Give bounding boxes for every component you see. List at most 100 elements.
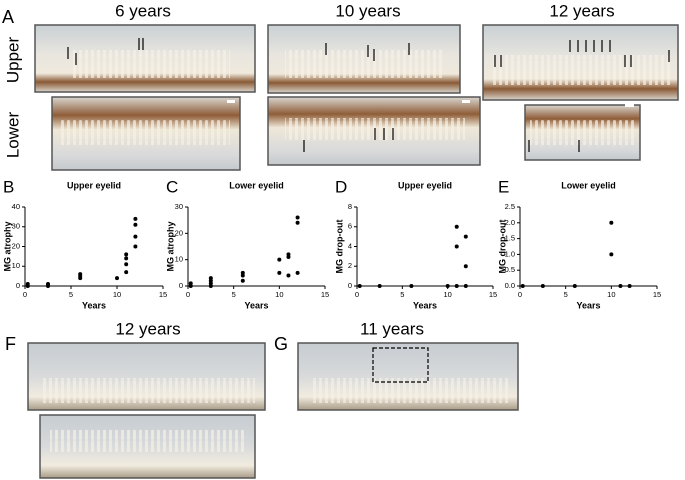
point: [188, 281, 193, 286]
chart-title: Lower eyelid: [561, 180, 616, 190]
y-tick-label: 40: [12, 202, 20, 211]
y-tick-label: 20: [175, 228, 183, 237]
inset-box: [372, 347, 429, 383]
panel-label: C: [166, 177, 178, 196]
point: [25, 282, 30, 287]
y-tick-label: 0.5: [505, 265, 515, 274]
point: [454, 244, 459, 249]
point: [124, 262, 129, 267]
point: [463, 264, 468, 269]
x-tick-label: 5: [400, 290, 404, 299]
point: [277, 270, 282, 275]
point: [286, 252, 291, 257]
x-tick-label: 5: [69, 290, 73, 299]
panel-label: D: [335, 177, 347, 196]
arrows: [67, 38, 670, 152]
y-tick-label: 2.0: [505, 218, 515, 227]
point: [124, 270, 129, 275]
point: [133, 222, 138, 227]
y-axis-label: MG drop-out: [334, 220, 344, 274]
y-tick-label: 30: [175, 202, 183, 211]
x-tick-label: 0: [186, 290, 190, 299]
y-axis-label: MG atrophy: [165, 221, 175, 271]
y-tick-label: 1.5: [505, 234, 515, 243]
point: [454, 284, 459, 288]
chart-title: Upper eyelid: [67, 180, 121, 190]
point: [295, 215, 300, 220]
point: [609, 220, 614, 225]
photo-glands: [70, 50, 230, 78]
point: [240, 270, 245, 275]
point: [618, 284, 623, 288]
point: [295, 270, 300, 275]
panel-label: G: [274, 334, 288, 354]
panel-title: 11 years: [360, 319, 424, 338]
x-axis-label: Years: [82, 300, 106, 310]
panel-title: 6 years: [115, 1, 171, 20]
point: [115, 276, 119, 281]
panel-label: F: [5, 334, 16, 354]
point: [609, 252, 614, 257]
row-label: Lower: [3, 112, 22, 159]
y-tick-label: 0: [179, 281, 183, 290]
point: [454, 224, 459, 229]
x-tick-label: 10: [113, 290, 121, 299]
point: [240, 278, 245, 283]
point: [627, 284, 632, 288]
point: [295, 220, 300, 225]
y-tick-label: 0: [348, 281, 352, 290]
y-tick-label: 6: [348, 222, 352, 231]
x-tick-label: 0: [355, 290, 359, 299]
x-axis-label: Years: [244, 300, 268, 310]
point: [124, 252, 129, 257]
y-tick-label: 2.5: [505, 202, 515, 211]
point: [540, 284, 545, 288]
y-axis-label: MG atrophy: [2, 221, 12, 271]
y-tick-label: 2: [348, 261, 352, 270]
photo-glands: [285, 50, 445, 78]
point: [463, 234, 468, 239]
x-tick-label: 15: [489, 290, 497, 299]
x-tick-label: 5: [232, 290, 236, 299]
point: [208, 276, 213, 281]
y-tick-label: 0.0: [505, 281, 515, 290]
photo-glands: [310, 378, 510, 403]
chart-title: Lower eyelid: [229, 180, 284, 190]
x-tick-label: 15: [321, 290, 329, 299]
panel-title: 10 years: [335, 1, 400, 20]
photo-glands: [50, 430, 245, 452]
point: [520, 284, 525, 288]
panel-label: E: [498, 177, 509, 196]
y-axis-label: MG drop-out: [497, 220, 507, 274]
y-tick-label: 20: [12, 241, 20, 250]
point: [377, 284, 382, 288]
photo-glands: [40, 378, 255, 403]
point: [78, 272, 83, 277]
x-tick-label: 0: [23, 290, 27, 299]
photo-glands: [490, 55, 670, 85]
y-tick-label: 30: [12, 222, 20, 231]
point: [572, 284, 577, 288]
panel-title: 12 years: [115, 319, 180, 338]
y-tick-label: 4: [348, 241, 352, 250]
x-tick-label: 10: [443, 290, 451, 299]
point: [277, 257, 282, 262]
point: [46, 282, 50, 287]
x-tick-label: 5: [564, 290, 568, 299]
point: [124, 256, 129, 261]
chart-title: Upper eyelid: [398, 180, 452, 190]
y-tick-label: 0: [16, 281, 20, 290]
x-tick-label: 10: [607, 290, 615, 299]
photo-glands: [60, 120, 230, 145]
panel-label: A: [2, 7, 14, 27]
photos-a: [34, 24, 679, 423]
point: [445, 284, 450, 288]
x-tick-label: 0: [518, 290, 522, 299]
y-tick-label: 10: [12, 261, 20, 270]
x-axis-label: Years: [413, 300, 437, 310]
x-tick-label: 10: [275, 290, 283, 299]
y-tick-label: 1.0: [505, 249, 515, 258]
point: [133, 216, 138, 221]
point: [133, 244, 138, 249]
